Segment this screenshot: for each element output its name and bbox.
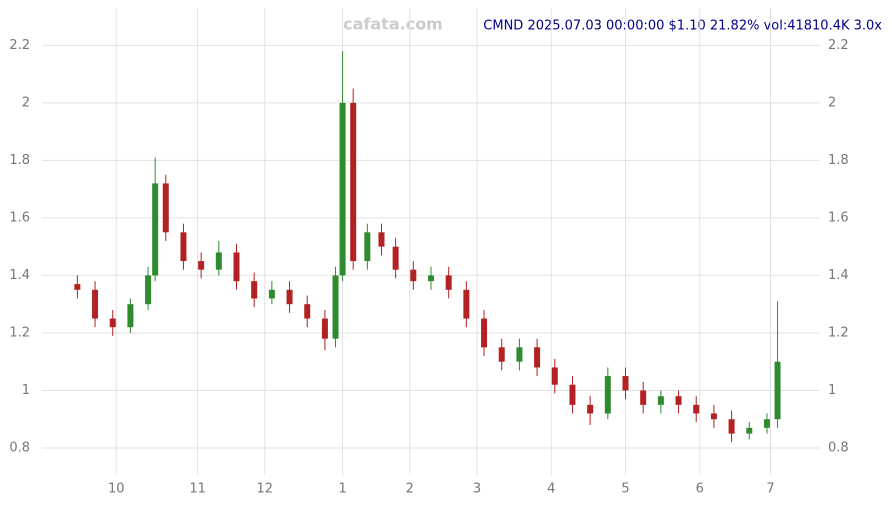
y-tick-label: 1.6: [9, 210, 30, 225]
x-tick-label: 2: [406, 482, 414, 497]
candle-body: [410, 269, 417, 282]
x-tick-label: 1: [338, 482, 346, 497]
candle-body: [364, 232, 371, 262]
y-tick-label-right: 1.4: [828, 268, 849, 283]
candle-body: [587, 404, 594, 414]
y-tick-label-right: 1.8: [828, 153, 849, 168]
y-tick-label-right: 1.6: [828, 210, 849, 225]
candle-body: [640, 390, 647, 405]
candle-body: [74, 284, 81, 290]
candle-body: [378, 232, 385, 247]
x-tick-label: 7: [766, 482, 774, 497]
x-tick-label: 10: [108, 482, 125, 497]
y-tick-label: 1.2: [9, 325, 30, 340]
candle-body: [152, 183, 159, 276]
candle-body: [127, 304, 134, 328]
y-tick-label: 1: [22, 383, 30, 398]
candle-body: [675, 396, 682, 405]
candle-body: [569, 384, 576, 405]
candle-body: [604, 376, 611, 414]
y-tick-label: 2.2: [9, 38, 30, 53]
y-tick-label-right: 2.2: [828, 38, 849, 53]
candle-body: [710, 413, 717, 420]
candle-body: [92, 289, 99, 319]
candle-body: [392, 246, 399, 270]
x-tick-label: 11: [189, 482, 206, 497]
candle-body: [551, 367, 558, 385]
candle-body: [332, 275, 339, 339]
y-tick-label: 0.8: [9, 440, 30, 455]
candle-body: [286, 289, 293, 305]
candle-body: [534, 347, 541, 368]
candle-body: [445, 275, 452, 290]
y-tick-label-right: 2: [828, 95, 836, 110]
candle-body: [162, 183, 169, 233]
x-tick-label: 6: [696, 482, 704, 497]
candle-body: [198, 261, 205, 270]
y-tick-label-right: 1.2: [828, 325, 849, 340]
candle-body: [251, 281, 258, 299]
candle-body: [728, 419, 735, 434]
candle-body: [763, 419, 770, 428]
candle-body: [516, 347, 523, 362]
candle-body: [350, 102, 357, 262]
chart-title: CMND 2025.07.03 00:00:00 $1.10 21.82% vo…: [483, 19, 882, 34]
candle-body: [268, 289, 275, 299]
y-tick-label: 2: [22, 95, 30, 110]
candle-body: [180, 232, 187, 262]
candle-body: [622, 376, 629, 391]
watermark: cafata.com: [343, 15, 443, 34]
candle-body: [746, 427, 753, 434]
candle-body: [304, 304, 311, 319]
candle-body: [233, 252, 240, 282]
candle-body: [693, 404, 700, 414]
y-tick-label: 1.8: [9, 153, 30, 168]
candle-body: [321, 318, 328, 339]
candle-body: [145, 275, 152, 305]
candle-body: [109, 318, 116, 328]
candle-body: [774, 361, 781, 420]
x-tick-label: 3: [473, 482, 481, 497]
y-tick-label: 1.4: [9, 268, 30, 283]
candle-body: [215, 252, 222, 270]
y-tick-label-right: 0.8: [828, 440, 849, 455]
x-tick-label: 12: [257, 482, 274, 497]
candle-body: [657, 396, 664, 405]
candle-body: [339, 102, 346, 276]
candle-body: [428, 275, 434, 282]
candle-body: [463, 289, 470, 319]
x-tick-label: 4: [547, 482, 555, 497]
candle-body: [481, 318, 488, 348]
candle-body: [498, 347, 505, 362]
y-tick-label-right: 1: [828, 383, 836, 398]
x-tick-label: 5: [621, 482, 629, 497]
